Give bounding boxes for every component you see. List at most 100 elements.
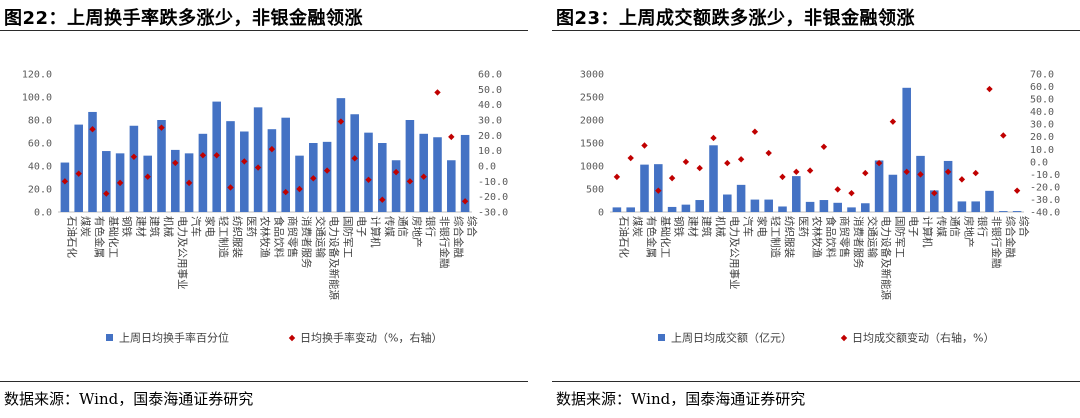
category-label: 煤炭 [631, 216, 644, 237]
category-label: 家电 [203, 216, 216, 237]
category-label: 通信 [397, 216, 409, 237]
category-label: 纺织服装 [783, 216, 796, 258]
category-label: 食品饮料 [272, 216, 285, 258]
right-axis-tick-label: -40.0 [1030, 208, 1060, 219]
bar [723, 194, 732, 212]
category-label: 国防军工 [893, 216, 906, 258]
legend-bar-swatch [106, 334, 113, 341]
bar [240, 131, 249, 212]
data-point [296, 185, 303, 193]
bar [171, 149, 180, 212]
right-axis-tick-label: 0.0 [478, 162, 496, 173]
category-label: 汽车 [190, 216, 203, 237]
trading-value-chart: 0 500 1000 1500 2000 2500 3000 -40.0 -30.0 -20.0-… [580, 70, 1060, 345]
bar [612, 207, 622, 212]
bar [391, 160, 401, 212]
category-label: 汽车 [742, 216, 755, 237]
data-point [365, 176, 372, 183]
right-axis-tick-label: -10.0 [1030, 170, 1060, 181]
data-point [986, 85, 993, 93]
category-label: 房地产 [410, 216, 423, 248]
bar [750, 199, 760, 212]
category-label: 电力及公用事业 [176, 216, 189, 290]
right-axis-tick-label: -30.0 [1030, 195, 1060, 206]
bar [364, 132, 373, 212]
source-note: 数据来源：Wind，国泰海通证券研究 [556, 390, 806, 408]
bar [764, 199, 773, 212]
bar [695, 200, 704, 212]
category-label: 轻工制造 [217, 216, 230, 258]
bar [916, 155, 925, 212]
category-label: 建材 [686, 216, 699, 237]
category-label: 综合金融 [452, 216, 465, 258]
category-label: 商贸零售 [838, 216, 851, 258]
bar [957, 201, 967, 212]
category-label: 建筑 [700, 216, 713, 237]
category-label: 机械 [714, 216, 727, 237]
data-point [158, 124, 165, 131]
bar [322, 141, 332, 212]
data-point [1000, 132, 1007, 139]
bar [447, 160, 456, 212]
data-point [710, 134, 717, 142]
right-axis-tick-label: 70.0 [1030, 70, 1054, 81]
category-label: 建材 [134, 216, 147, 237]
category-label: 基础化工 [659, 216, 672, 258]
category-label: 计算机 [921, 216, 934, 248]
bar [350, 114, 359, 212]
right-axis-tick-label: -20.0 [1030, 182, 1060, 193]
bar [295, 155, 304, 212]
category-label: 有色金属 [93, 216, 106, 258]
right-axis-tick-label: 0.0 [1030, 157, 1048, 168]
data-point [420, 173, 427, 180]
bar [736, 184, 746, 212]
right-axis-tick-label: -20.0 [478, 192, 508, 203]
data-point [130, 153, 138, 160]
bar [888, 174, 898, 212]
category-label: 计算机 [369, 216, 382, 248]
legend-bar-label: 上周日均换手率百分位 [119, 331, 229, 345]
category-label: 基础化工 [107, 216, 120, 258]
left-axis-tick-label: 0.0 [34, 208, 52, 219]
bar [378, 143, 387, 212]
bar [74, 124, 83, 212]
bar [985, 190, 994, 212]
right-axis-tick-label: -30.0 [478, 208, 508, 219]
data-point [944, 168, 952, 176]
left-axis-tick-label: 40.0 [28, 162, 52, 173]
bar [226, 121, 235, 212]
category-label: 钢铁 [673, 216, 686, 237]
category-label: 交通运输 [314, 216, 327, 258]
data-point [241, 158, 248, 165]
category-label: 轻工制造 [769, 216, 782, 258]
data-point [958, 176, 966, 183]
legend-marker-label: 日均成交额变动（右轴，%） [852, 331, 994, 345]
data-point [172, 159, 179, 167]
bar [157, 120, 166, 212]
bar [709, 145, 718, 212]
right-axis-tick-label: -10.0 [478, 177, 508, 188]
category-label: 传媒 [383, 216, 396, 237]
source-note: 数据来源：Wind，国泰海通证券研究 [4, 390, 254, 408]
data-point [793, 168, 800, 176]
bar [60, 162, 70, 212]
category-label: 非银行金融 [990, 216, 1003, 269]
bar [336, 98, 346, 212]
data-point [972, 169, 979, 177]
bar [129, 125, 139, 212]
source-divider [552, 381, 1080, 382]
bar [143, 155, 152, 212]
bar [88, 111, 97, 212]
data-point [848, 189, 855, 197]
data-point [227, 184, 234, 191]
category-label: 农林牧渔 [259, 216, 272, 258]
category-label: 石油石化 [65, 216, 78, 258]
data-point [889, 118, 897, 125]
data-point [254, 164, 262, 171]
data-point [737, 156, 745, 163]
bar [805, 201, 815, 212]
data-point [917, 171, 924, 178]
data-point [379, 196, 386, 203]
category-label: 电子 [355, 216, 368, 237]
bar [861, 203, 870, 212]
